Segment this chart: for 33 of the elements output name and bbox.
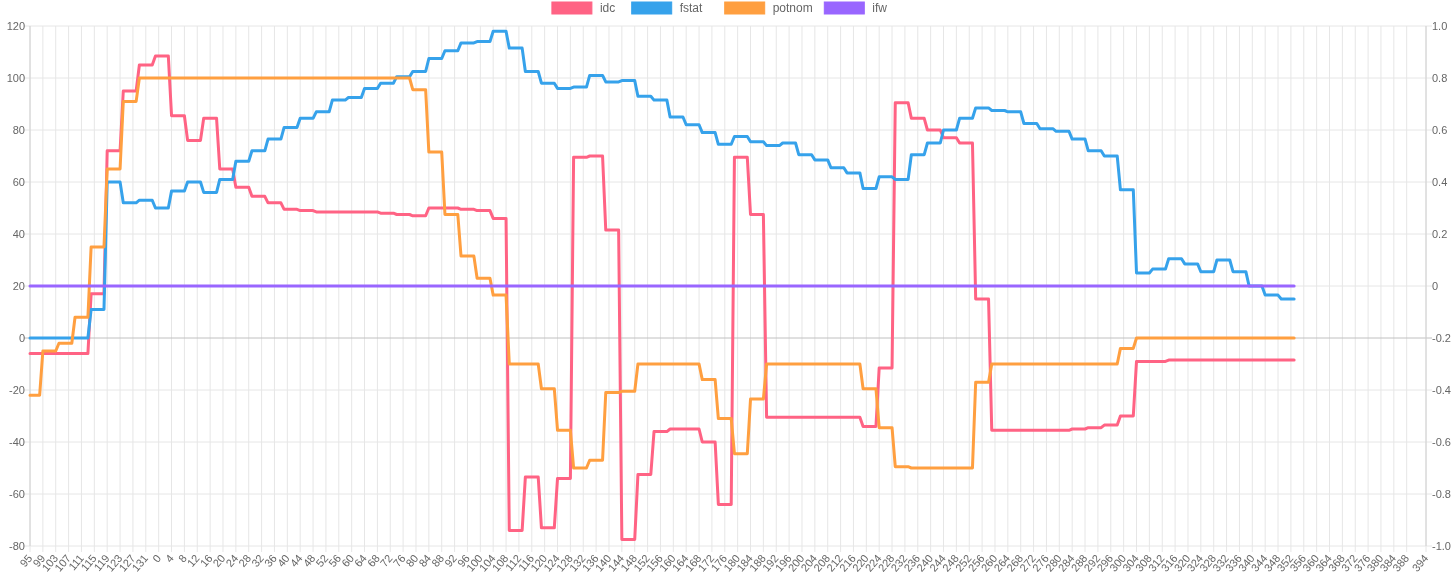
y-tick-label: 120 (6, 19, 25, 32)
y-tick-label: 20 (12, 279, 25, 292)
x-tick-label: 394 (1409, 552, 1431, 574)
y-tick-label: -60 (9, 487, 25, 500)
x-tick-label: 8 (175, 552, 189, 565)
y2-tick-label: -0.6 (1432, 435, 1451, 448)
y2-tick-label: -0.8 (1432, 487, 1451, 500)
line-series (28, 29, 1296, 340)
y-tick-label: 100 (6, 71, 25, 84)
y-tick-label: 0 (18, 331, 25, 344)
y-tick-label: -40 (9, 435, 25, 448)
y-tick-label: 60 (12, 175, 25, 188)
y-tick-label: 80 (12, 123, 25, 136)
line-series (28, 54, 1296, 541)
y2-tick-label: 1.0 (1432, 19, 1448, 32)
legend-label: ifw (872, 1, 888, 16)
x-tick-label: 0 (150, 552, 164, 565)
legend-label: fstat (679, 1, 704, 16)
x-tick-label: 4 (162, 552, 177, 565)
line-series (28, 76, 1296, 470)
y-tick-label: -20 (9, 383, 25, 396)
y-tick-label: 40 (12, 227, 25, 240)
legend-label: idc (599, 1, 616, 16)
y2-tick-label: -0.4 (1432, 383, 1451, 396)
legend-label: potnom (772, 1, 813, 16)
y2-tick-label: 0.4 (1432, 175, 1448, 188)
y2-tick-label: -1.0 (1432, 539, 1451, 552)
y2-tick-label: 0.8 (1432, 71, 1448, 84)
y2-tick-label: -0.2 (1432, 331, 1451, 344)
y2-tick-label: 0 (1432, 279, 1439, 292)
y2-tick-label: 0.2 (1432, 227, 1448, 240)
y2-tick-label: 0.6 (1432, 123, 1448, 136)
y-tick-label: -80 (9, 539, 25, 552)
